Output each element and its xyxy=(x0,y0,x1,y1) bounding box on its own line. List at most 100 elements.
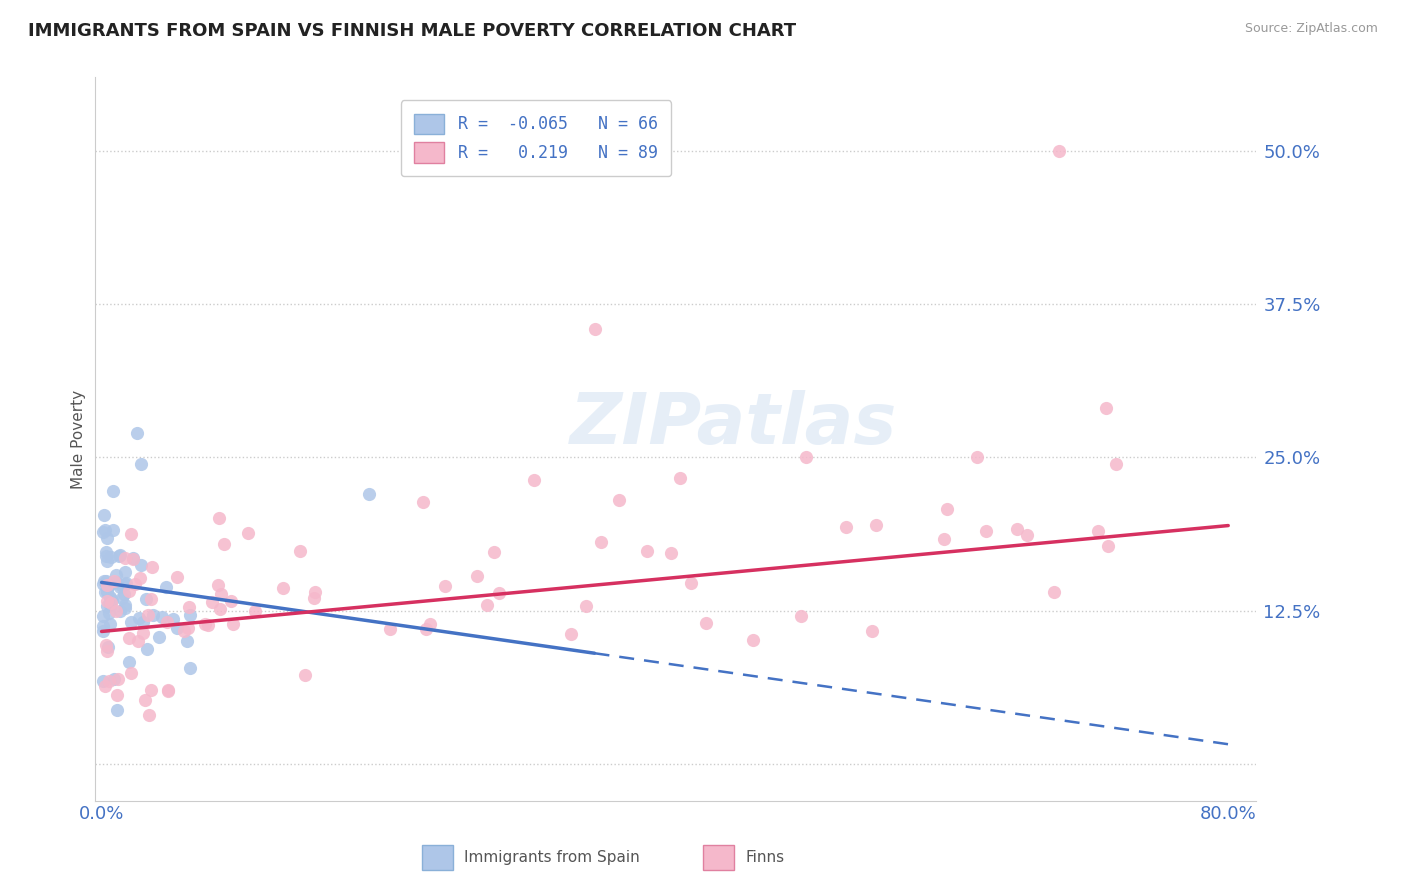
Point xyxy=(100,550,122,565)
Point xyxy=(434,579,457,593)
Point xyxy=(132,615,155,630)
Point xyxy=(134,693,156,707)
Point xyxy=(207,578,229,592)
Point xyxy=(221,617,243,632)
Point xyxy=(378,622,401,636)
Point xyxy=(1017,528,1039,542)
Point xyxy=(484,544,506,558)
Point xyxy=(659,546,682,560)
Point xyxy=(523,473,546,487)
Point xyxy=(120,666,142,681)
Point xyxy=(214,537,236,551)
Point xyxy=(103,574,125,588)
Text: Source: ZipAtlas.com: Source: ZipAtlas.com xyxy=(1244,22,1378,36)
Point xyxy=(166,570,188,584)
Point xyxy=(271,582,294,596)
Point xyxy=(108,549,131,563)
Point xyxy=(105,568,128,582)
Point xyxy=(1087,524,1109,539)
Point xyxy=(607,492,630,507)
Point xyxy=(114,565,136,579)
Point xyxy=(936,501,959,516)
Point xyxy=(127,633,149,648)
Point xyxy=(1097,540,1119,554)
Point xyxy=(790,609,813,624)
Point xyxy=(96,585,118,599)
Point xyxy=(97,640,120,655)
Point xyxy=(91,609,114,624)
Point xyxy=(114,577,136,591)
Point xyxy=(419,617,441,632)
Point xyxy=(236,526,259,541)
Point xyxy=(91,673,114,688)
Point xyxy=(934,532,956,546)
Point xyxy=(1047,144,1070,158)
Point xyxy=(208,601,231,615)
Point xyxy=(103,672,125,686)
Point xyxy=(108,603,131,617)
Text: Finns: Finns xyxy=(745,850,785,864)
Point xyxy=(865,517,887,532)
Point xyxy=(101,523,124,537)
Point xyxy=(128,571,150,585)
Point xyxy=(98,606,121,620)
Point xyxy=(112,587,135,601)
Point xyxy=(105,688,128,702)
Point xyxy=(94,584,117,599)
Y-axis label: Male Poverty: Male Poverty xyxy=(72,390,86,489)
Point xyxy=(194,616,217,631)
Point xyxy=(209,587,232,601)
Point xyxy=(100,591,122,605)
Text: ZIPatlas: ZIPatlas xyxy=(569,390,897,459)
Point xyxy=(93,508,115,522)
Point xyxy=(100,592,122,607)
Point xyxy=(98,598,121,612)
Point xyxy=(668,471,690,485)
Point xyxy=(741,633,763,648)
Point xyxy=(118,655,141,669)
Point xyxy=(96,554,118,568)
Point xyxy=(560,627,582,641)
Point xyxy=(107,673,129,687)
Point xyxy=(96,531,118,545)
Point xyxy=(412,495,434,509)
Point xyxy=(488,585,510,599)
Point xyxy=(114,576,136,591)
Point xyxy=(129,558,152,573)
Point xyxy=(98,591,121,605)
Point xyxy=(139,591,162,606)
Point xyxy=(156,615,179,629)
Point xyxy=(96,599,118,613)
Point xyxy=(110,548,132,562)
Point xyxy=(104,604,127,618)
Point xyxy=(173,624,195,638)
Point xyxy=(128,611,150,625)
Text: IMMIGRANTS FROM SPAIN VS FINNISH MALE POVERTY CORRELATION CHART: IMMIGRANTS FROM SPAIN VS FINNISH MALE PO… xyxy=(28,22,796,40)
Point xyxy=(142,608,165,623)
Point xyxy=(93,574,115,589)
Point xyxy=(575,599,598,614)
Point xyxy=(141,683,163,698)
Point xyxy=(1095,401,1118,416)
Point xyxy=(100,592,122,607)
Point xyxy=(138,707,160,722)
Point xyxy=(166,621,188,635)
Point xyxy=(157,682,180,697)
Text: Immigrants from Spain: Immigrants from Spain xyxy=(464,850,640,864)
Point xyxy=(93,679,115,693)
Point xyxy=(1104,457,1126,471)
Point xyxy=(359,487,381,501)
Point xyxy=(589,535,612,549)
Point xyxy=(114,551,136,566)
Point xyxy=(91,577,114,591)
Point xyxy=(94,544,117,558)
Point xyxy=(110,578,132,592)
Point xyxy=(121,550,143,565)
Point xyxy=(152,610,174,624)
Point xyxy=(96,582,118,596)
Point xyxy=(835,520,858,534)
Point xyxy=(110,580,132,594)
Point xyxy=(96,644,118,658)
Point xyxy=(104,574,127,589)
Point xyxy=(136,608,159,623)
